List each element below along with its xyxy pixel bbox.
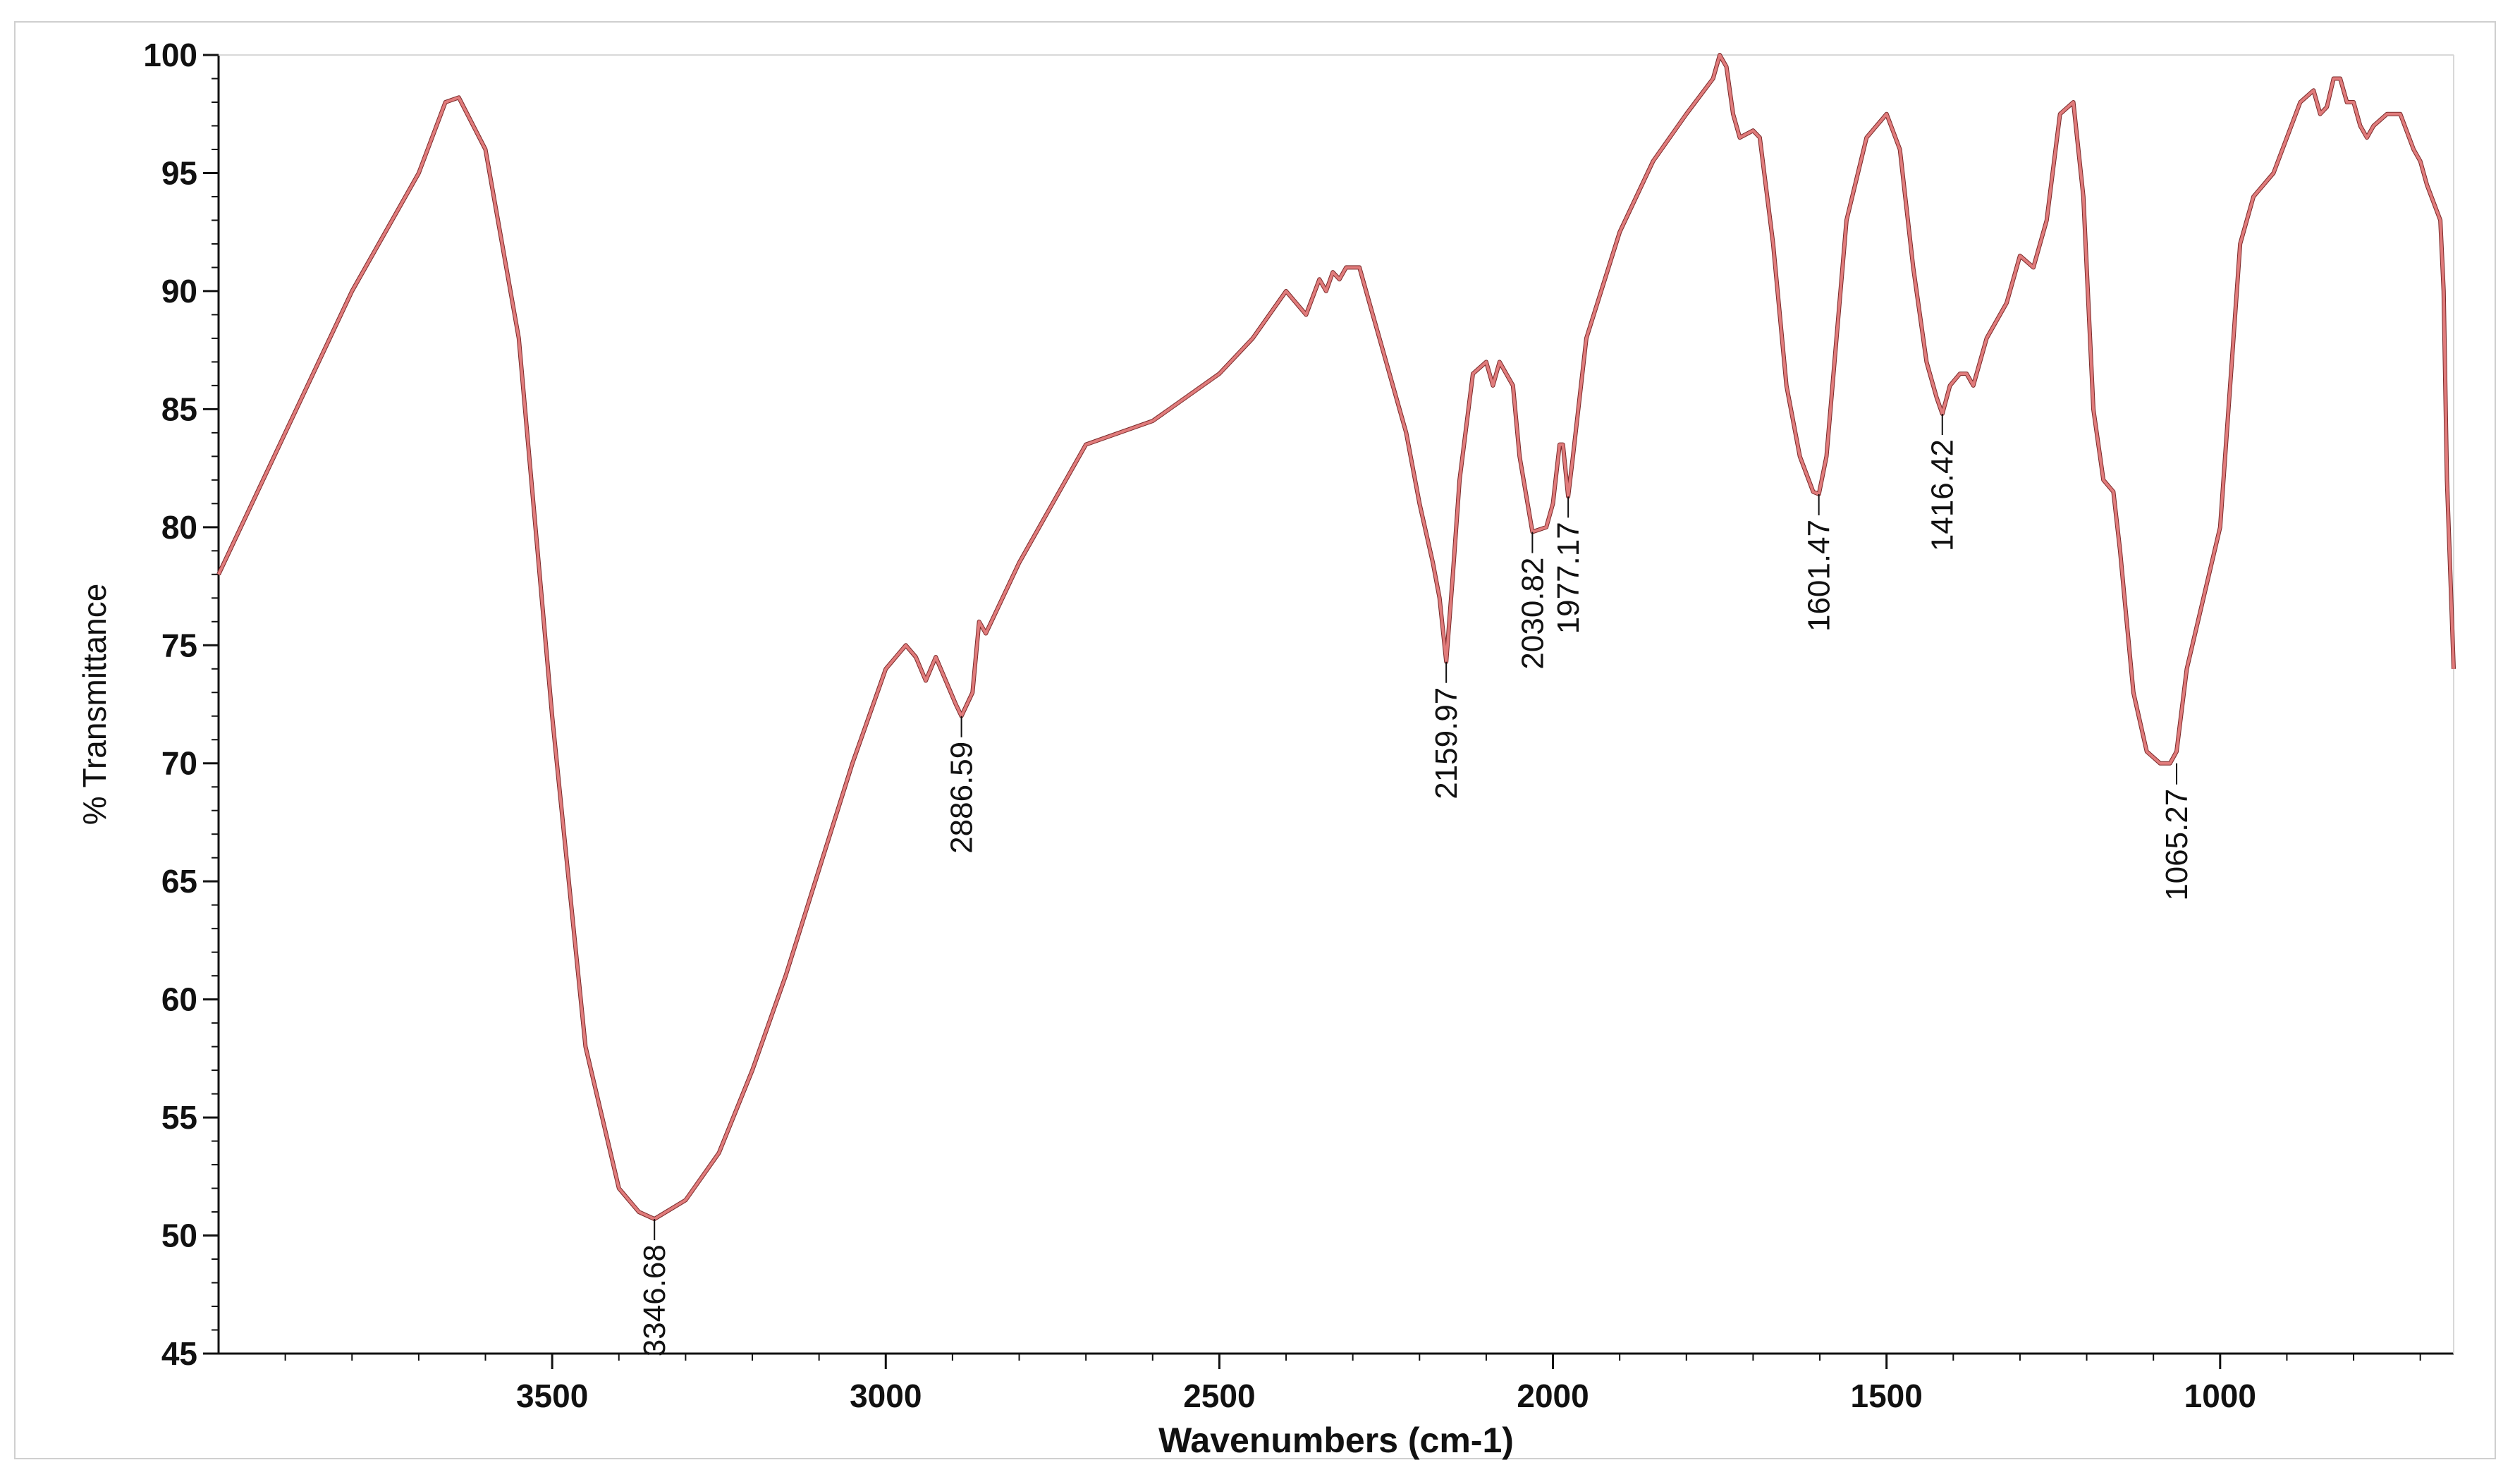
y-tick-label: 45 xyxy=(161,1335,197,1372)
x-tick-label: 3500 xyxy=(516,1378,588,1414)
spectrum-line xyxy=(217,54,2455,1221)
y-tick-label: 55 xyxy=(161,1099,197,1136)
y-tick-label: 75 xyxy=(161,627,197,663)
ticks: 45 50 55 60 65 70 75 80 85 90 95 100 3500 3000 2500 200… xyxy=(143,37,2421,1414)
peak-annotations: 3346.68 2886.59 2159.97 2030.82 1977.17 1601.… xyxy=(637,414,2194,1356)
x-tick-label: 2500 xyxy=(1183,1378,1255,1414)
x-tick-label: 1000 xyxy=(2184,1378,2256,1414)
peak-label: 2030.82 xyxy=(1515,558,1550,670)
y-tick-label: 95 xyxy=(161,154,197,191)
axes xyxy=(217,54,2454,1355)
peak-label: 1977.17 xyxy=(1551,522,1586,634)
peak-label: 3346.68 xyxy=(637,1244,672,1356)
y-tick-label: 85 xyxy=(161,391,197,427)
y-tick-label: 100 xyxy=(143,37,197,73)
spectrum-line-shadow xyxy=(216,53,2456,1222)
x-tick-label: 3000 xyxy=(850,1378,922,1414)
peak-label: 2159.97 xyxy=(1429,687,1464,799)
y-tick-label: 80 xyxy=(161,509,197,546)
y-tick-label: 90 xyxy=(161,273,197,309)
y-axis-title: % Transmittance xyxy=(76,584,113,826)
y-tick-label: 50 xyxy=(161,1218,197,1254)
x-tick-label: 2000 xyxy=(1517,1378,1589,1414)
peak-label: 1601.47 xyxy=(1802,520,1837,632)
peak-label: 1416.42 xyxy=(1926,439,1960,551)
spectrum-line-group xyxy=(216,53,2456,1222)
x-tick-label: 1500 xyxy=(1850,1378,1922,1414)
peak-label: 2886.59 xyxy=(945,742,979,854)
peak-label: 1065.27 xyxy=(2160,789,2194,901)
chart-frame xyxy=(14,21,2496,1459)
y-tick-label: 60 xyxy=(161,981,197,1018)
y-tick-label: 70 xyxy=(161,745,197,782)
x-axis-title: Wavenumbers (cm-1) xyxy=(1158,1421,1514,1460)
y-tick-label: 65 xyxy=(161,863,197,900)
